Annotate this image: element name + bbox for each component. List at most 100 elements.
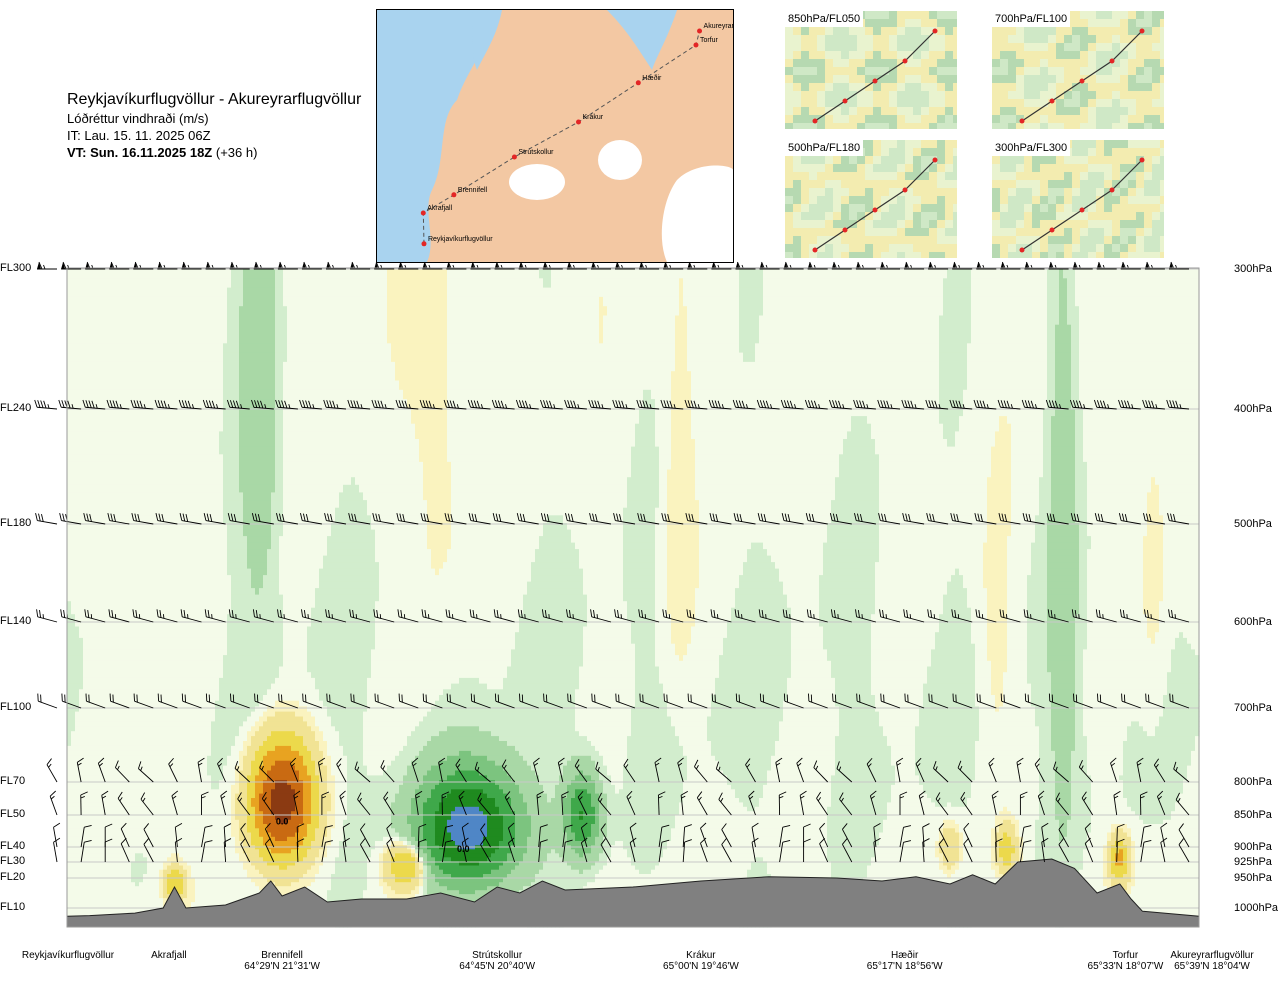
mini-cell [801,67,809,75]
field-cell [139,269,144,279]
field-cell [71,765,76,772]
field-cell [135,575,140,583]
field-cell [171,575,176,583]
field-cell [83,408,88,417]
field-cell [99,649,104,656]
field-cell [135,770,140,776]
field-cell [127,562,132,570]
mini-cell [841,107,849,115]
field-cell [103,765,108,772]
field-cell [107,902,112,907]
field-cell [115,802,120,808]
field-cell [175,477,180,486]
field-cell [147,815,152,821]
field-cell [79,741,84,747]
field-cell [139,477,144,486]
mini-cell [793,123,801,129]
field-cell [155,423,160,432]
field-cell [171,484,176,493]
field-cell [95,484,100,493]
field-cell [107,439,112,448]
mini-cell [929,83,937,91]
field-cell [195,562,200,570]
field-cell [91,886,96,891]
field-cell [135,643,140,650]
field-cell [143,865,148,871]
field-cell [91,869,96,875]
field-cell [139,536,144,544]
field-cell [155,666,160,673]
field-cell [187,721,192,727]
field-cell [115,683,120,690]
field-cell [191,389,196,400]
field-cell [159,806,164,812]
field-cell [115,315,120,326]
field-cell [195,575,200,583]
field-cell [195,745,200,752]
field-cell [163,439,168,448]
field-cell [87,461,92,471]
field-cell [163,607,168,615]
field-cell [175,361,180,372]
field-cell [67,408,72,417]
mini-waypoint [812,118,818,124]
field-cell [139,815,144,821]
field-cell [143,324,148,335]
field-cell [131,711,136,718]
field-cell [91,760,96,767]
field-cell [147,784,152,790]
field-cell [143,469,148,478]
mini-cell [857,51,865,59]
field-cell [111,760,116,767]
field-cell [139,689,144,696]
field-cell [99,408,104,417]
field-cell [111,477,116,486]
field-cell [143,542,148,550]
field-cell [151,845,156,850]
field-cell [151,755,156,762]
field-cell [87,408,92,417]
mini-cell [905,75,913,83]
field-cell [71,819,76,825]
field-cell [75,408,80,417]
field-cell [195,672,200,679]
field-cell [167,865,172,871]
field-cell [183,632,188,639]
field-cell [191,857,196,862]
field-cell [155,492,160,501]
field-cell [83,492,88,501]
field-cell [187,439,192,448]
field-cell [139,655,144,662]
field-cell [163,594,168,602]
field-cell [123,607,128,615]
field-cell [191,269,196,279]
field-cell [115,750,120,757]
field-cell [127,815,132,821]
mini-cell [1008,91,1016,99]
field-cell [67,431,72,440]
field-cell [127,750,132,757]
field-cell [187,454,192,463]
field-cell [135,845,140,850]
field-cell [155,632,160,639]
mini-cell [921,83,929,91]
field-cell [163,469,168,478]
field-cell [67,695,72,702]
field-cell [155,683,160,690]
field-cell [87,869,92,875]
field-cell [127,824,132,829]
field-cell [71,793,76,799]
mini-cell [1016,75,1024,83]
field-cell [175,741,180,747]
field-cell [167,845,172,850]
field-cell [115,716,120,722]
field-cell [111,745,116,752]
field-cell [107,841,112,846]
field-cell [99,269,104,279]
field-cell [179,454,184,463]
field-cell [67,416,72,425]
field-cell [95,828,100,834]
field-cell [115,815,120,821]
field-cell [135,677,140,685]
field-cell [119,721,124,727]
